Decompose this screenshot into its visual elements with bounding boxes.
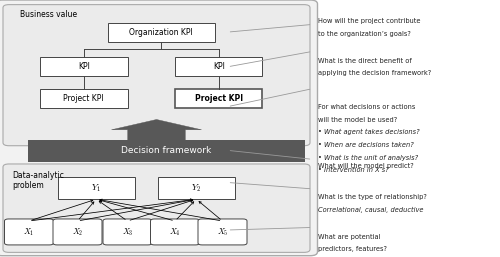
- Text: $X_4$: $X_4$: [169, 226, 181, 238]
- FancyBboxPatch shape: [198, 219, 247, 245]
- Text: How will the project contribute: How will the project contribute: [318, 18, 420, 24]
- FancyBboxPatch shape: [158, 177, 235, 199]
- FancyBboxPatch shape: [53, 219, 102, 245]
- Text: Decision framework: Decision framework: [121, 146, 212, 155]
- Text: will the model be used?: will the model be used?: [318, 117, 397, 123]
- Text: What will the model predict?: What will the model predict?: [318, 163, 413, 169]
- FancyBboxPatch shape: [103, 219, 152, 245]
- Text: applying the decision framework?: applying the decision framework?: [318, 70, 431, 76]
- Text: $X_1$: $X_1$: [24, 226, 34, 238]
- FancyBboxPatch shape: [3, 5, 310, 146]
- Text: Correlational, causal, deductive: Correlational, causal, deductive: [318, 207, 423, 213]
- Text: What are potential: What are potential: [318, 234, 380, 240]
- Text: to the organization’s goals?: to the organization’s goals?: [318, 31, 410, 36]
- Text: Business value: Business value: [20, 10, 77, 19]
- Text: Project KPI: Project KPI: [64, 94, 104, 103]
- Text: KPI: KPI: [213, 62, 224, 71]
- FancyBboxPatch shape: [40, 89, 128, 108]
- Text: • Intervention in X’s?: • Intervention in X’s?: [318, 167, 388, 173]
- FancyBboxPatch shape: [58, 177, 135, 199]
- Text: $X_2$: $X_2$: [72, 226, 83, 238]
- FancyBboxPatch shape: [28, 140, 305, 162]
- Polygon shape: [112, 120, 202, 143]
- FancyBboxPatch shape: [4, 219, 54, 245]
- FancyBboxPatch shape: [3, 164, 310, 252]
- Text: What is the type of relationship?: What is the type of relationship?: [318, 194, 426, 200]
- Text: $X_5$: $X_5$: [216, 226, 228, 238]
- FancyBboxPatch shape: [175, 57, 262, 76]
- FancyBboxPatch shape: [40, 57, 128, 76]
- Text: $X_3$: $X_3$: [122, 226, 134, 238]
- FancyBboxPatch shape: [150, 219, 200, 245]
- FancyBboxPatch shape: [175, 89, 262, 108]
- Text: $Y_2$: $Y_2$: [191, 182, 202, 194]
- Text: Project KPI: Project KPI: [194, 94, 243, 103]
- Text: Organization KPI: Organization KPI: [130, 28, 193, 37]
- Text: KPI: KPI: [78, 62, 90, 71]
- FancyBboxPatch shape: [0, 0, 318, 256]
- Text: • What agent takes decisions?: • What agent takes decisions?: [318, 129, 419, 135]
- FancyBboxPatch shape: [108, 23, 215, 42]
- Text: • What is the unit of analysis?: • What is the unit of analysis?: [318, 154, 418, 161]
- Text: predictors, features?: predictors, features?: [318, 246, 386, 252]
- Text: $Y_1$: $Y_1$: [92, 182, 101, 194]
- Text: Data-analytic
problem: Data-analytic problem: [12, 171, 64, 190]
- Text: • When are decisions taken?: • When are decisions taken?: [318, 142, 413, 148]
- Text: For what decisions or actions: For what decisions or actions: [318, 104, 415, 110]
- Text: What is the direct benefit of: What is the direct benefit of: [318, 58, 411, 64]
